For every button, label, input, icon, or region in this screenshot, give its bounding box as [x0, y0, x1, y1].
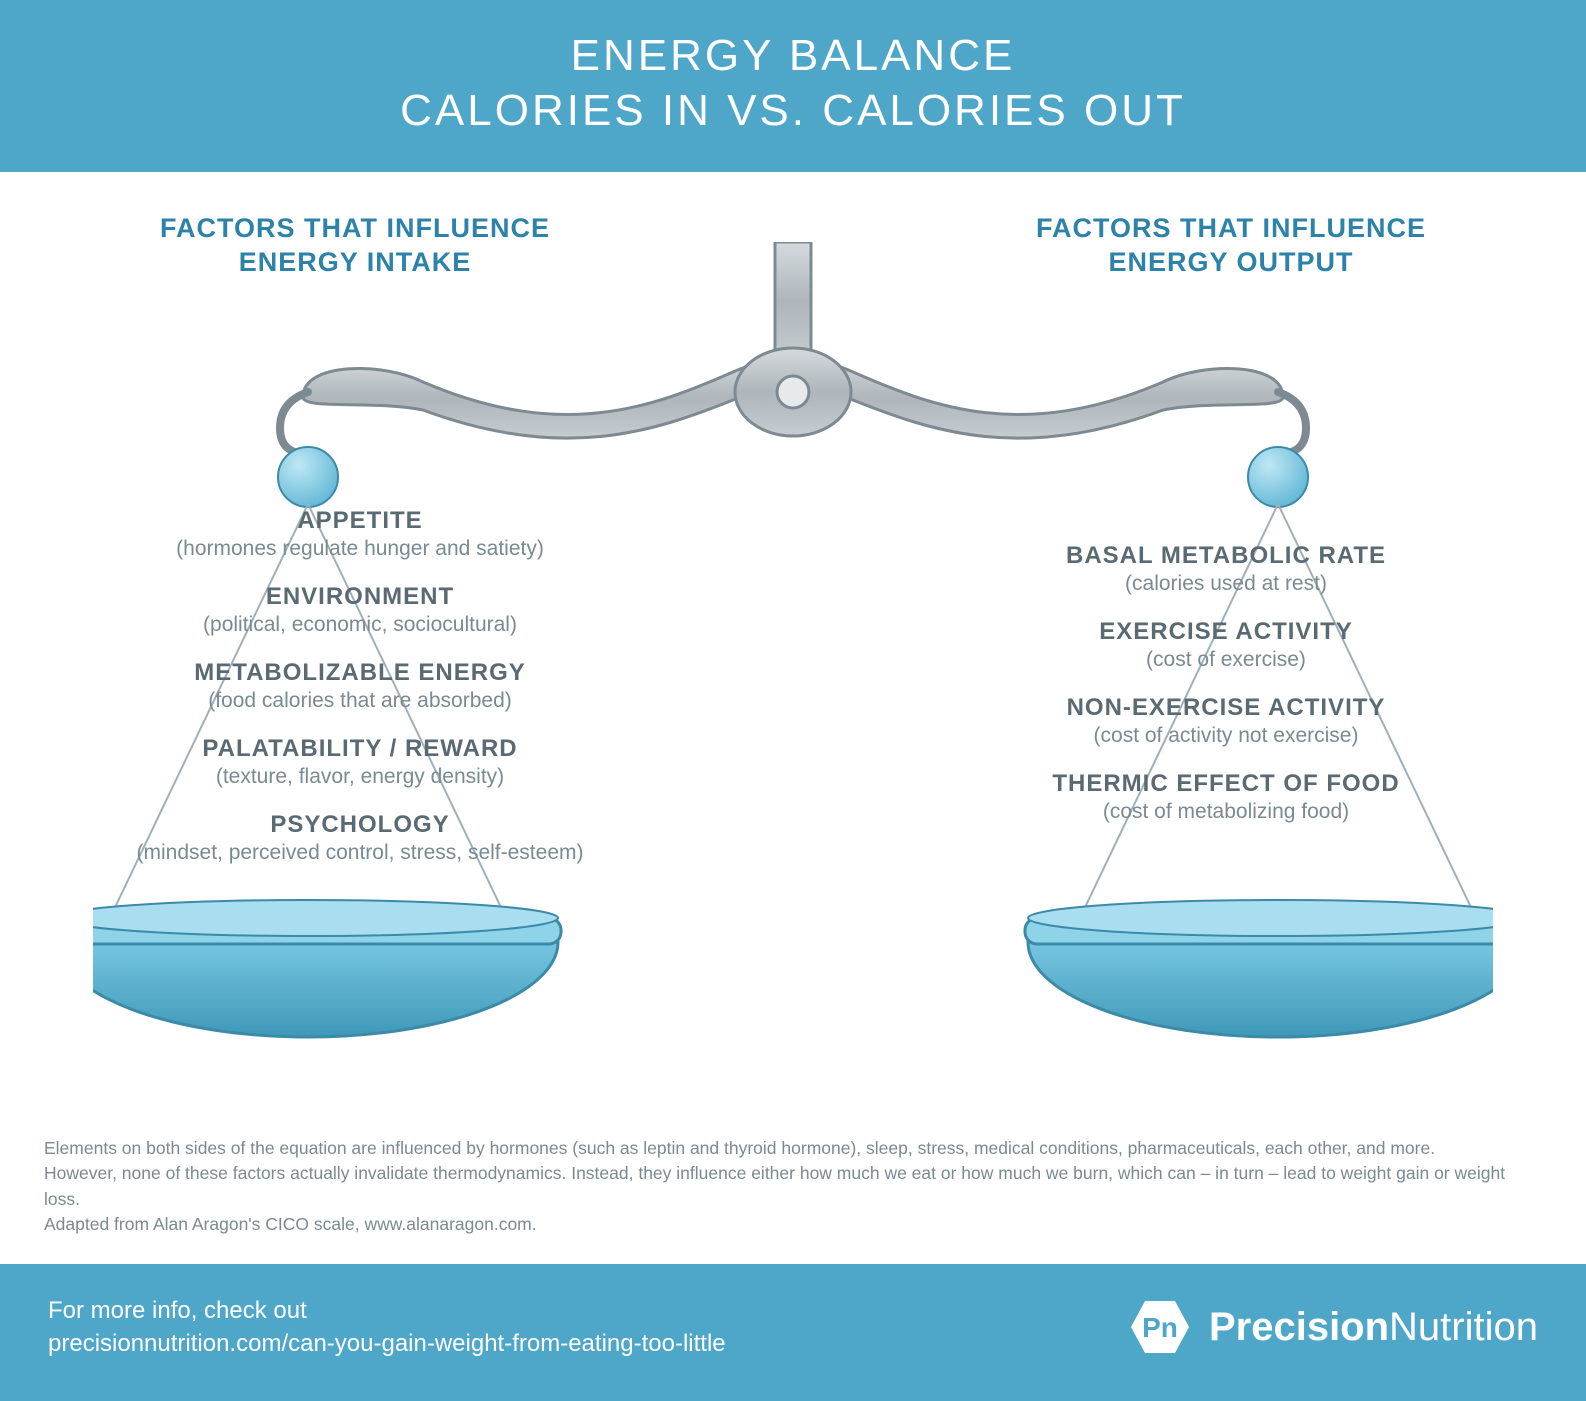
footer-info: For more info, check out precisionnutrit… — [48, 1294, 726, 1361]
intake-title-l2: ENERGY INTAKE — [239, 247, 472, 277]
list-item: BASAL METABOLIC RATE (calories used at r… — [956, 542, 1496, 596]
factor-sub: (mindset, perceived control, stress, sel… — [90, 841, 630, 865]
factor-sub: (cost of exercise) — [956, 648, 1496, 672]
factor-title: APPETITE — [90, 507, 630, 535]
factor-sub: (calories used at rest) — [956, 572, 1496, 596]
infographic-card: ENERGY BALANCE CALORIES IN VS. CALORIES … — [0, 0, 1586, 1401]
brand-hexagon-icon: Pn — [1131, 1301, 1189, 1353]
factor-title: THERMIC EFFECT OF FOOD — [956, 770, 1496, 798]
factor-title: EXERCISE ACTIVITY — [956, 618, 1496, 646]
list-item: THERMIC EFFECT OF FOOD (cost of metaboli… — [956, 770, 1496, 824]
factor-title: PSYCHOLOGY — [90, 811, 630, 839]
factor-sub: (hormones regulate hunger and satiety) — [90, 537, 630, 561]
list-item: PALATABILITY / REWARD (texture, flavor, … — [90, 735, 630, 789]
footer-info-l2: precisionnutrition.com/can-you-gain-weig… — [48, 1330, 726, 1357]
footnote-text: Elements on both sides of the equation a… — [0, 1132, 1586, 1264]
header-banner: ENERGY BALANCE CALORIES IN VS. CALORIES … — [0, 0, 1586, 172]
factor-sub: (texture, flavor, energy density) — [90, 765, 630, 789]
factor-title: NON-EXERCISE ACTIVITY — [956, 694, 1496, 722]
list-item: PSYCHOLOGY (mindset, perceived control, … — [90, 811, 630, 865]
title-line-1: ENERGY BALANCE — [571, 31, 1016, 80]
list-item: ENVIRONMENT (political, economic, socioc… — [90, 583, 630, 637]
title-line-2: CALORIES IN VS. CALORIES OUT — [400, 86, 1186, 135]
page-title: ENERGY BALANCE CALORIES IN VS. CALORIES … — [20, 28, 1566, 138]
output-title-l2: ENERGY OUTPUT — [1108, 247, 1353, 277]
factor-title: ENVIRONMENT — [90, 583, 630, 611]
intake-title-l1: FACTORS THAT INFLUENCE — [160, 213, 550, 243]
list-item: NON-EXERCISE ACTIVITY (cost of activity … — [956, 694, 1496, 748]
intake-column-title: FACTORS THAT INFLUENCE ENERGY INTAKE — [105, 212, 605, 280]
factor-title: PALATABILITY / REWARD — [90, 735, 630, 763]
list-item: EXERCISE ACTIVITY (cost of exercise) — [956, 618, 1496, 672]
brand-name-light: Nutrition — [1389, 1305, 1538, 1349]
footer-info-l1: For more info, check out — [48, 1297, 307, 1324]
factor-sub: (food calories that are absorbed) — [90, 689, 630, 713]
factor-sub: (cost of metabolizing food) — [956, 800, 1496, 824]
output-title-l1: FACTORS THAT INFLUENCE — [1036, 213, 1426, 243]
footnote-l2: However, none of these factors actually … — [44, 1163, 1505, 1208]
intake-factor-list: APPETITE (hormones regulate hunger and s… — [90, 507, 630, 887]
footer-banner: For more info, check out precisionnutrit… — [0, 1264, 1586, 1401]
output-factor-list: BASAL METABOLIC RATE (calories used at r… — [956, 542, 1496, 846]
footnote-l1: Elements on both sides of the equation a… — [44, 1138, 1435, 1158]
main-diagram-area: FACTORS THAT INFLUENCE ENERGY INTAKE FAC… — [0, 172, 1586, 1132]
brand-lockup: Pn PrecisionNutrition — [1131, 1301, 1538, 1353]
factor-sub: (cost of activity not exercise) — [956, 724, 1496, 748]
list-item: APPETITE (hormones regulate hunger and s… — [90, 507, 630, 561]
factor-sub: (political, economic, sociocultural) — [90, 613, 630, 637]
factor-title: BASAL METABOLIC RATE — [956, 542, 1496, 570]
footnote-l3: Adapted from Alan Aragon's CICO scale, w… — [44, 1214, 537, 1234]
brand-name: PrecisionNutrition — [1209, 1305, 1538, 1350]
factor-title: METABOLIZABLE ENERGY — [90, 659, 630, 687]
output-column-title: FACTORS THAT INFLUENCE ENERGY OUTPUT — [981, 212, 1481, 280]
brand-name-strong: Precision — [1209, 1305, 1389, 1349]
list-item: METABOLIZABLE ENERGY (food calories that… — [90, 659, 630, 713]
brand-logo-text: Pn — [1142, 1312, 1178, 1343]
